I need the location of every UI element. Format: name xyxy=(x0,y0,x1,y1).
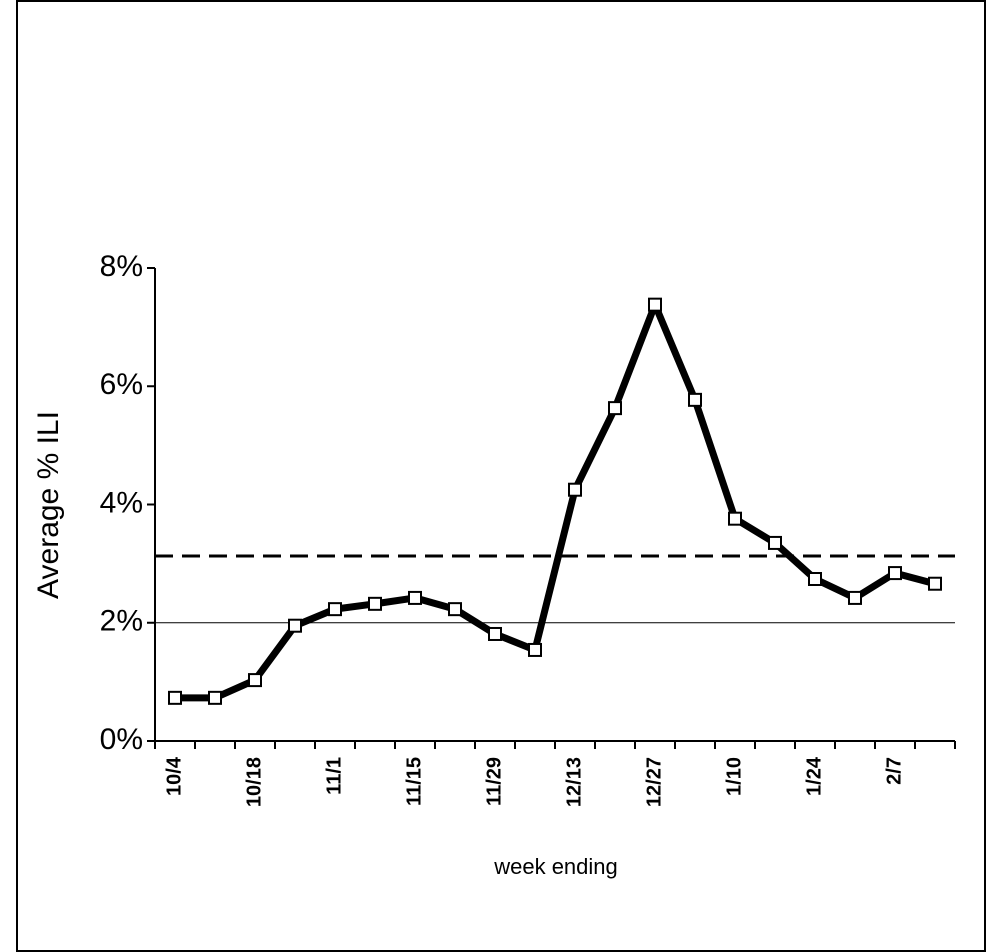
x-tick-label: 10/4 xyxy=(163,756,185,796)
x-tick-label: 11/15 xyxy=(403,757,425,806)
data-point xyxy=(288,618,302,633)
x-tick-label: 11/29 xyxy=(483,757,505,806)
data-point xyxy=(688,392,702,407)
frame xyxy=(16,0,986,952)
x-tick-label: 10/18 xyxy=(243,757,265,807)
data-point xyxy=(648,297,662,312)
x-tick-label: 11/1 xyxy=(323,757,345,795)
data-point xyxy=(488,626,502,641)
y-tick-label: 6% xyxy=(100,368,143,401)
x-tick-label: 2/7 xyxy=(883,757,905,785)
x-tick-label: 1/10 xyxy=(723,757,745,796)
data-point xyxy=(848,590,862,605)
y-axis-label: Average % ILI xyxy=(32,411,65,599)
x-tick-label: 1/24 xyxy=(803,756,825,796)
data-point xyxy=(608,401,622,416)
y-tick-label: 4% xyxy=(100,486,143,519)
data-point xyxy=(528,642,542,657)
data-point xyxy=(928,576,942,591)
data-point xyxy=(568,482,582,497)
y-tick-label: 0% xyxy=(100,723,143,756)
data-point xyxy=(368,596,382,611)
data-point xyxy=(888,566,902,581)
data-point xyxy=(328,602,342,617)
x-tick-label: 12/13 xyxy=(563,757,585,807)
data-point xyxy=(768,535,782,550)
data-point xyxy=(808,571,822,586)
y-tick-label: 2% xyxy=(100,605,143,638)
x-axis-label: week ending xyxy=(493,854,618,879)
data-point xyxy=(248,673,262,688)
data-point xyxy=(728,511,742,526)
data-point xyxy=(448,602,462,617)
data-point xyxy=(168,690,182,705)
data-point xyxy=(208,690,222,705)
x-tick-label: 12/27 xyxy=(643,757,665,807)
y-tick-label: 8% xyxy=(100,250,143,283)
data-point xyxy=(408,590,422,605)
